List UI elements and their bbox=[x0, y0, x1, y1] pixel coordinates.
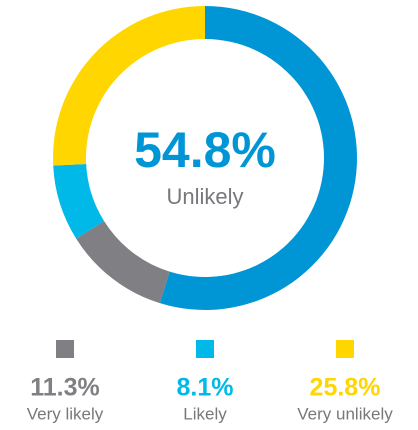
legend-swatch bbox=[196, 340, 214, 358]
donut-segment bbox=[159, 6, 357, 310]
legend-label: Very unlikely bbox=[297, 404, 393, 423]
donut-segment bbox=[76, 221, 170, 304]
legend-value: 8.1% bbox=[177, 374, 234, 402]
center-value: 54.8% bbox=[134, 122, 276, 178]
legend-value: 11.3% bbox=[30, 374, 100, 402]
donut-segment bbox=[53, 6, 205, 166]
legend-label: Very likely bbox=[27, 404, 104, 423]
legend-label: Likely bbox=[183, 404, 227, 423]
center-label: Unlikely bbox=[166, 184, 243, 209]
legend-swatch bbox=[336, 340, 354, 358]
legend-swatch bbox=[56, 340, 74, 358]
legend-value: 25.8% bbox=[310, 374, 381, 402]
donut-segment bbox=[53, 163, 105, 239]
